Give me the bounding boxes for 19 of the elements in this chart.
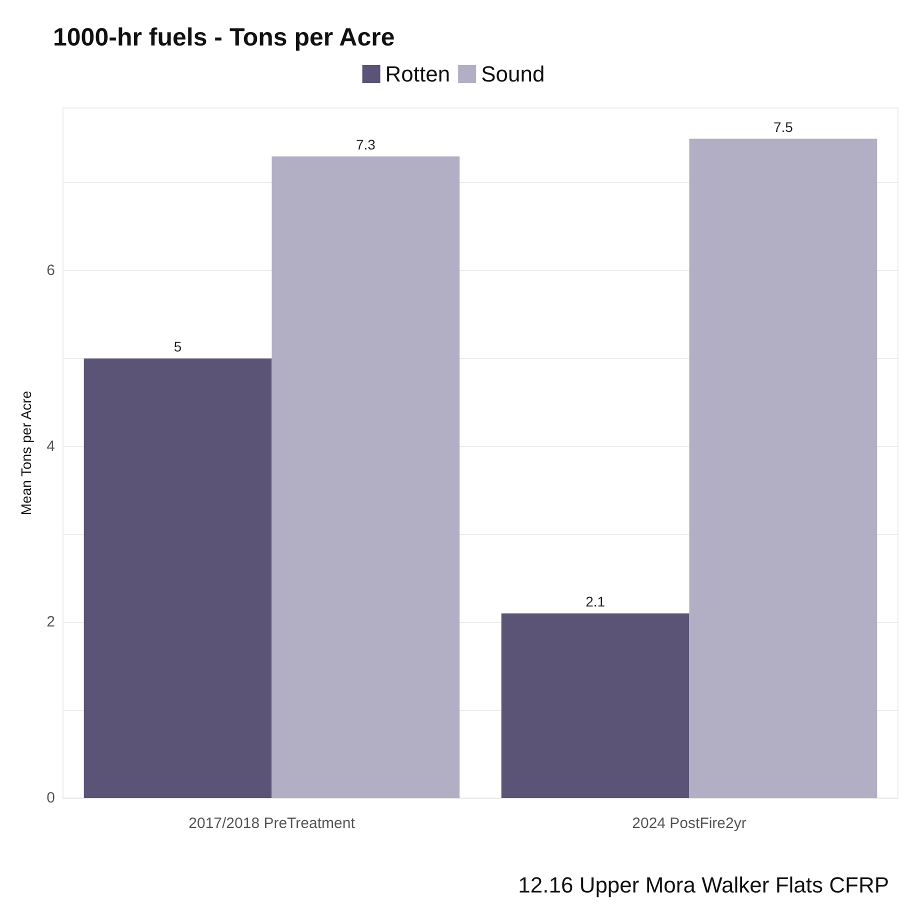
data-label: 7.5 bbox=[773, 118, 794, 135]
x-tick-label: 2017/2018 PreTreatment bbox=[188, 815, 356, 832]
x-tick-label: 2024 PostFire2yr bbox=[632, 815, 746, 832]
bar bbox=[272, 156, 460, 798]
y-axis-title: Mean Tons per Acre bbox=[18, 390, 34, 516]
y-tick-label: 0 bbox=[46, 790, 55, 806]
bar bbox=[689, 138, 878, 798]
y-tick-label: 6 bbox=[46, 262, 55, 280]
chart-title: 1000-hr fuels - Tons per Acre bbox=[53, 24, 395, 52]
bar bbox=[84, 358, 272, 798]
legend-label: Rotten bbox=[385, 62, 450, 86]
y-tick-label: 2 bbox=[46, 614, 55, 631]
text: 12.16 Upper Mora Walker Flats CFRP bbox=[518, 872, 890, 898]
bar bbox=[501, 613, 690, 798]
legend-label: Sound bbox=[481, 62, 545, 86]
data-label: 7.3 bbox=[356, 136, 376, 152]
y-tick-label: 4 bbox=[46, 438, 55, 455]
data-label: 2.1 bbox=[586, 593, 606, 610]
data-label: 5 bbox=[174, 338, 182, 355]
